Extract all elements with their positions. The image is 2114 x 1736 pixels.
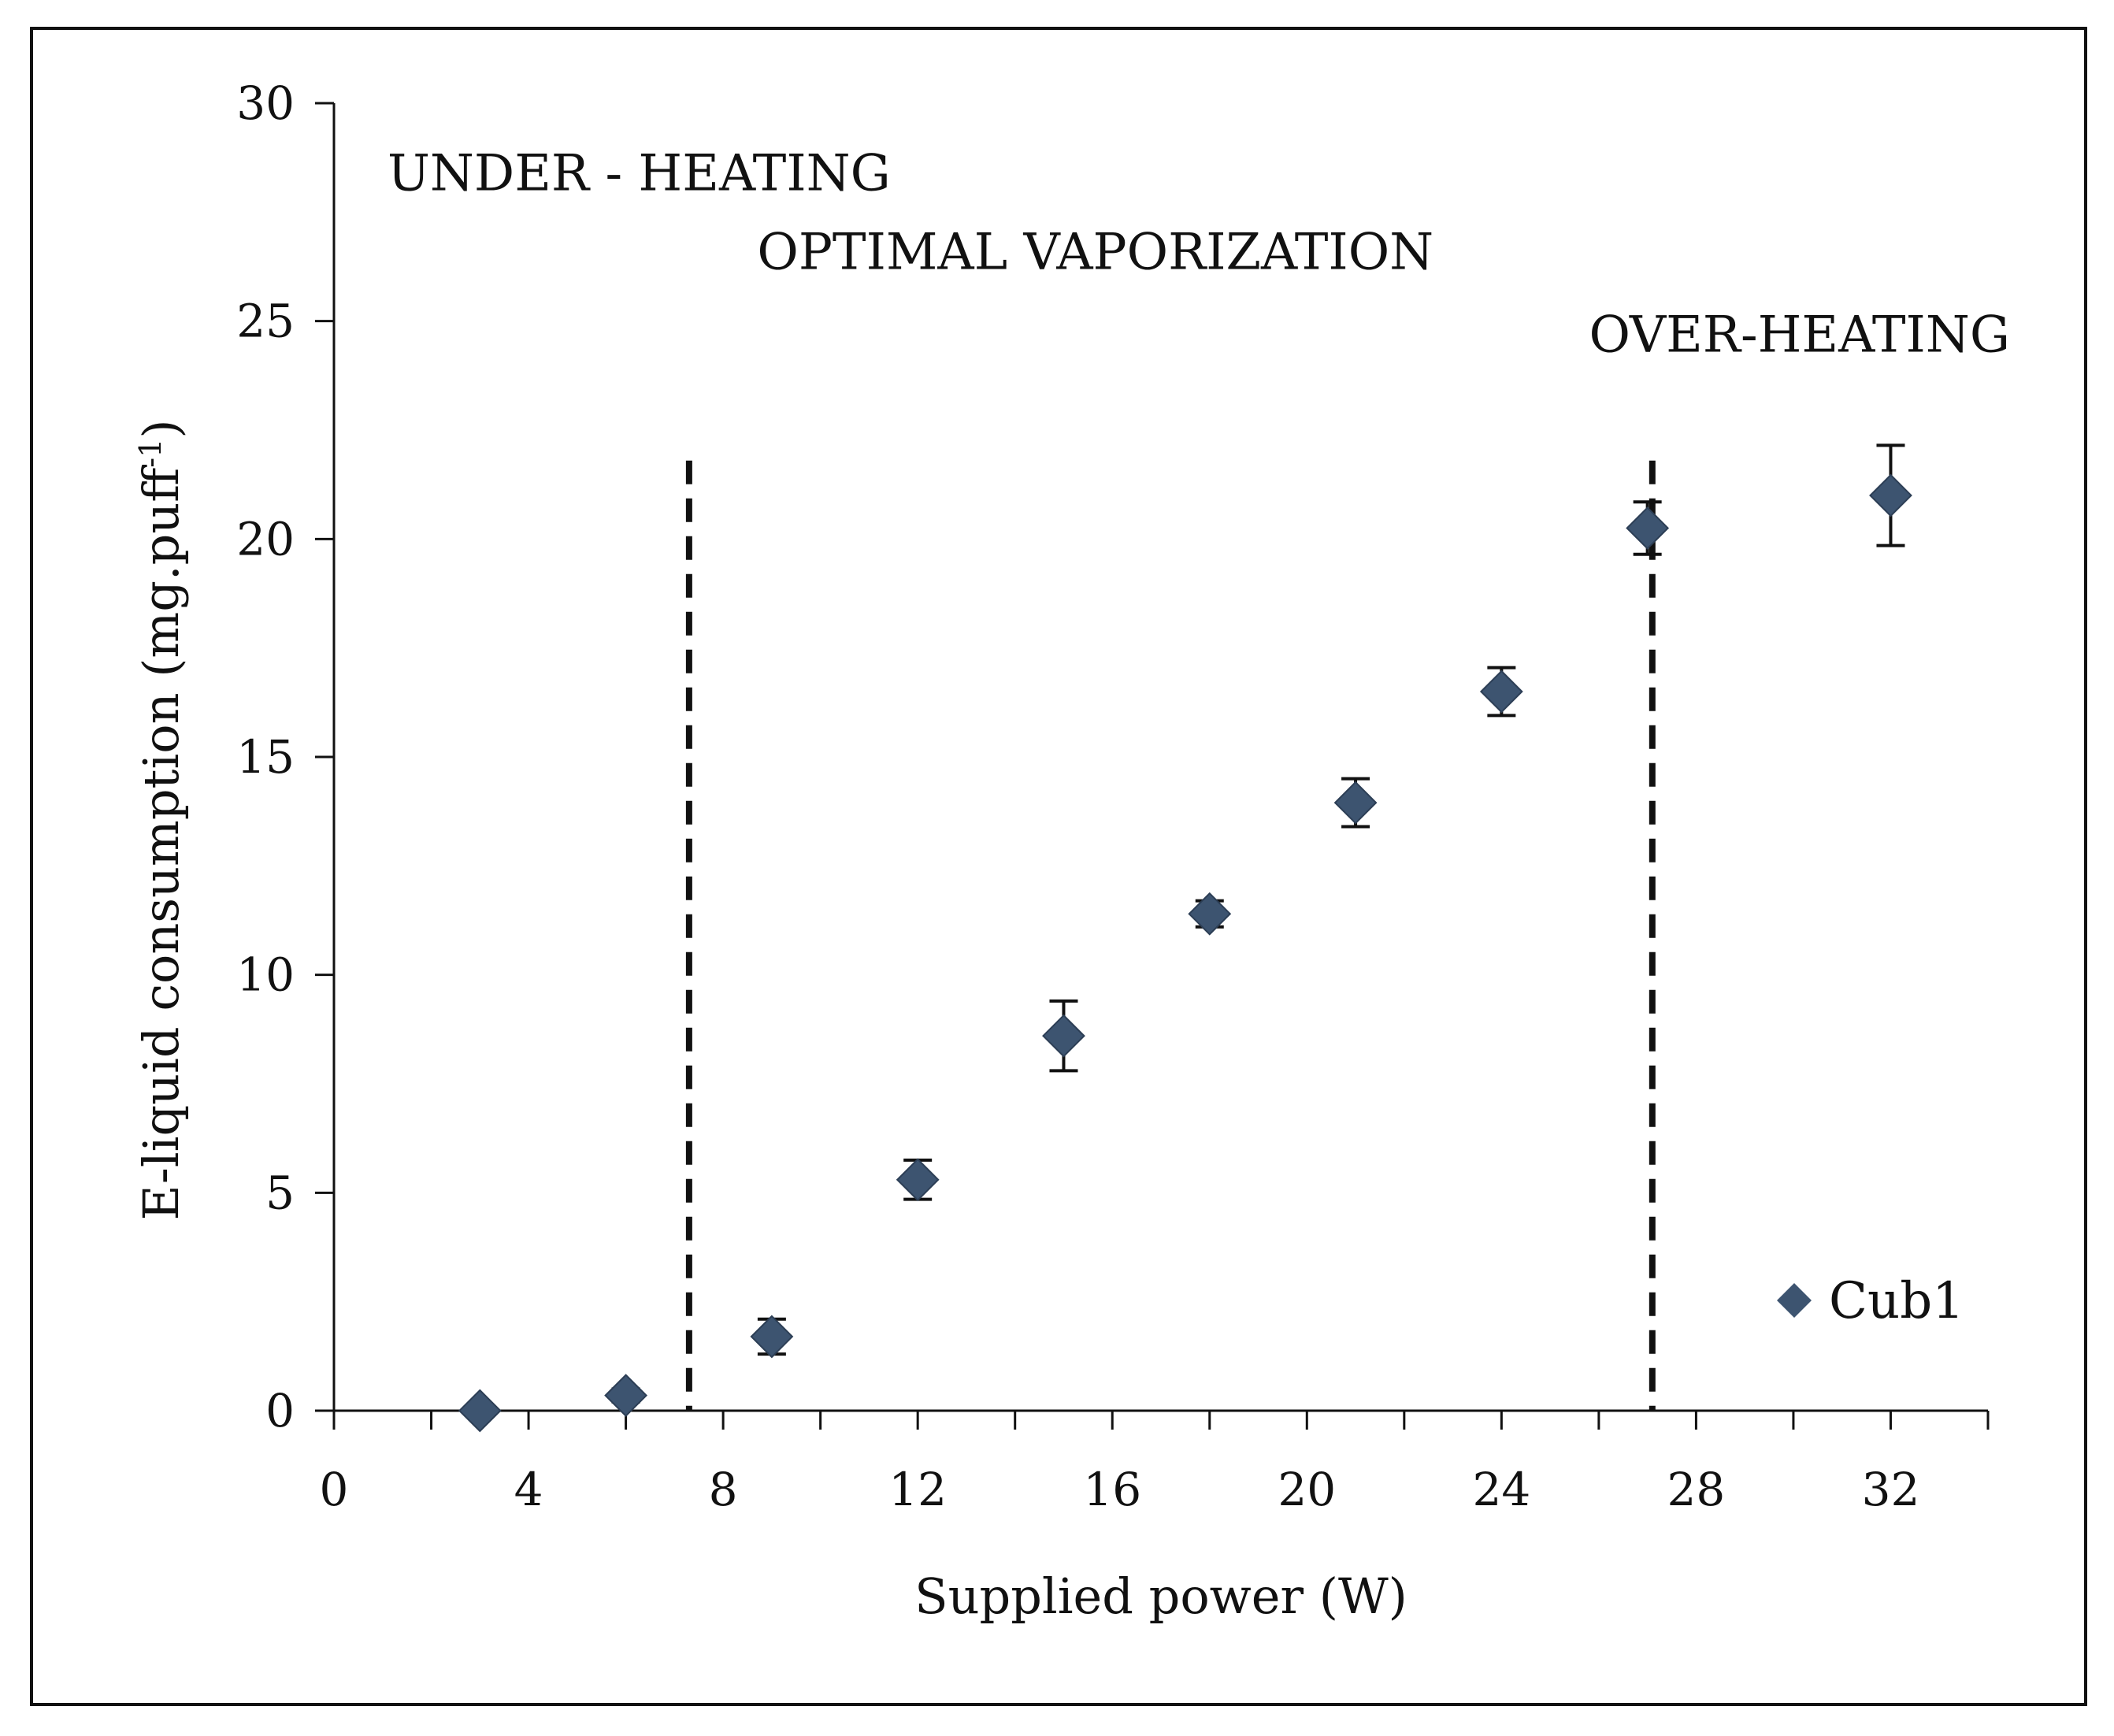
x-tick-label: 32 bbox=[1862, 1463, 1920, 1516]
region-labels: UNDER - HEATING OPTIMAL VAPORIZATION OVER-… bbox=[388, 145, 2010, 365]
y-tick-label: 30 bbox=[236, 76, 295, 130]
y-axis-title-close: ) bbox=[132, 419, 190, 438]
region-label-text: OPTIMAL VAPORIZATION bbox=[757, 223, 1433, 281]
y-tick-label: 15 bbox=[236, 730, 295, 784]
y-tick-label: 20 bbox=[236, 512, 295, 566]
x-axis-title: Supplied power (W) bbox=[914, 1567, 1407, 1625]
x-tick-label: 0 bbox=[320, 1463, 349, 1516]
region-label-text: UNDER - HEATING bbox=[388, 145, 891, 203]
legend-marker-icon bbox=[1777, 1283, 1812, 1318]
data-point bbox=[1188, 892, 1232, 936]
data-point bbox=[1479, 670, 1523, 714]
data-points bbox=[458, 443, 1912, 1433]
x-tick-label: 4 bbox=[514, 1463, 543, 1516]
y-axis-title-superscript: -1 bbox=[133, 439, 168, 468]
data-point bbox=[458, 1389, 502, 1433]
data-point bbox=[1869, 473, 1912, 517]
y-axis-title-main: E-liquid consumption (mg.puff bbox=[132, 465, 190, 1221]
y-tick-label: 25 bbox=[236, 295, 295, 348]
data-point bbox=[1333, 781, 1378, 825]
y-tick-label: 0 bbox=[265, 1384, 295, 1437]
data-point bbox=[1626, 506, 1670, 550]
y-tick-label: 10 bbox=[236, 948, 295, 1002]
data-point bbox=[1042, 1014, 1085, 1058]
y-axis-title: E-liquid consumption (mg.puff-1) bbox=[132, 419, 190, 1220]
region-label-text: OVER-HEATING bbox=[1589, 306, 2010, 364]
data-point bbox=[750, 1315, 794, 1359]
y-tick-label: 5 bbox=[265, 1166, 295, 1219]
data-point bbox=[896, 1158, 940, 1202]
region-dividers bbox=[685, 460, 1656, 1411]
data-point bbox=[604, 1374, 648, 1418]
legend: Cub1 bbox=[1777, 1272, 1964, 1330]
x-tick-label: 20 bbox=[1278, 1463, 1336, 1516]
legend-label: Cub1 bbox=[1829, 1272, 1964, 1330]
x-tick-label: 16 bbox=[1083, 1463, 1141, 1516]
axes: 0 5 10 15 20 25 30 0 4 8 12 16 20 24 28 32 bbox=[236, 76, 1990, 1516]
x-tick-label: 24 bbox=[1472, 1463, 1530, 1516]
x-tick-label: 8 bbox=[709, 1463, 738, 1516]
figure-border bbox=[30, 27, 2087, 1706]
x-tick-label: 12 bbox=[888, 1463, 947, 1516]
x-tick-label: 28 bbox=[1667, 1463, 1726, 1516]
